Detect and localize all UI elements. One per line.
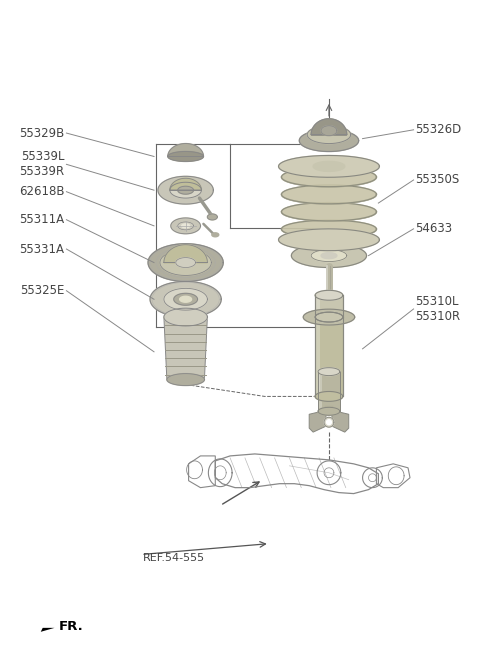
Polygon shape [164,308,207,326]
Polygon shape [178,186,193,194]
Polygon shape [167,374,204,386]
Polygon shape [321,125,337,135]
Polygon shape [315,290,343,300]
Text: 55310L
55310R: 55310L 55310R [416,295,461,323]
Polygon shape [315,295,320,317]
Text: 55350S: 55350S [416,173,460,187]
Polygon shape [318,372,340,411]
Polygon shape [318,407,340,415]
Text: 55331A: 55331A [20,242,64,256]
Polygon shape [182,224,190,228]
Polygon shape [309,411,326,432]
Polygon shape [315,317,343,396]
Polygon shape [311,250,347,261]
Polygon shape [315,312,343,322]
Polygon shape [160,250,211,275]
Text: FR.: FR. [59,620,83,633]
Polygon shape [171,218,201,234]
Polygon shape [300,129,359,152]
Polygon shape [315,295,343,317]
Polygon shape [318,368,340,376]
Polygon shape [291,244,367,267]
Text: 55326D: 55326D [416,124,462,136]
Polygon shape [174,293,197,306]
Polygon shape [321,253,337,259]
Polygon shape [212,233,219,237]
Polygon shape [315,317,320,396]
Polygon shape [324,417,334,427]
Text: 55311A: 55311A [19,214,64,226]
Polygon shape [164,288,207,310]
Polygon shape [278,229,379,251]
Polygon shape [180,296,192,302]
Text: 54633: 54633 [416,222,453,235]
Polygon shape [168,144,204,156]
Polygon shape [315,392,343,401]
Text: 62618B: 62618B [19,185,64,198]
Text: 55325E: 55325E [20,284,64,297]
Polygon shape [303,309,355,325]
Polygon shape [318,372,322,411]
Polygon shape [164,317,207,380]
Polygon shape [158,176,213,204]
Polygon shape [278,156,379,177]
Polygon shape [315,312,343,322]
Polygon shape [281,220,376,238]
Polygon shape [311,119,347,135]
Polygon shape [281,202,376,221]
Polygon shape [148,244,223,281]
Polygon shape [332,411,349,432]
Polygon shape [170,178,202,190]
Polygon shape [41,628,55,632]
Text: 55339L
55339R: 55339L 55339R [19,150,64,178]
Polygon shape [281,168,376,187]
Polygon shape [164,244,207,263]
Polygon shape [168,152,204,162]
Polygon shape [176,258,195,267]
Polygon shape [313,162,345,171]
Polygon shape [307,125,351,144]
Polygon shape [281,185,376,204]
Polygon shape [170,182,202,198]
Text: 55329B: 55329B [19,127,64,139]
Polygon shape [150,281,221,317]
Polygon shape [326,420,331,424]
Polygon shape [207,214,217,220]
Text: REF.54-555: REF.54-555 [143,553,205,564]
Polygon shape [178,222,193,230]
